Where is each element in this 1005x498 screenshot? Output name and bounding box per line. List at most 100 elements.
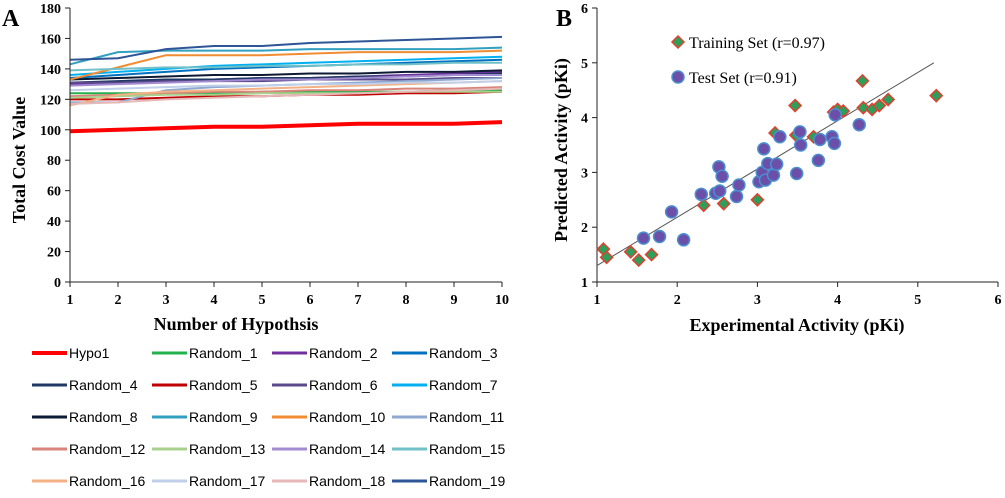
panel-b-y-tick-label: 5 — [581, 57, 588, 72]
point-test-set-r-0-91 — [694, 187, 709, 202]
legend-label-random-8: Random_8 — [69, 409, 138, 425]
legend-label-random-5: Random_5 — [189, 377, 258, 393]
panel-a-x-tick-label: 9 — [451, 293, 458, 308]
point-test-set-r-0-91 — [828, 108, 842, 122]
legend-label-random-12: Random_12 — [69, 441, 145, 457]
panel-a-y-tick-label: 160 — [40, 32, 61, 47]
point-test-set-r-0-91 — [769, 157, 784, 171]
series-line-random-8 — [69, 69, 503, 81]
point-training-set-r-0-97 — [788, 98, 803, 113]
point-training-set-r-0-97 — [644, 247, 659, 262]
legend-label-random-19: Random_19 — [429, 473, 505, 489]
panel-a-y-label: Total Cost Value — [9, 97, 29, 223]
legend-label-random-4: Random_4 — [69, 377, 138, 393]
panel-b-y-label: Predicted Activity (pKi) — [551, 58, 572, 242]
point-test-set-r-0-91 — [793, 138, 808, 152]
panel-a-y-tick-label: 0 — [54, 276, 61, 291]
point-test-set-r-0-91 — [712, 184, 727, 198]
panel-b-x-tick-label: 1 — [594, 293, 601, 308]
panel-b-legend: Training Set (r=0.97) Test Set (r=0.91) — [670, 34, 825, 87]
legend-label-training-set-r-0-97: Training Set (r=0.97) — [689, 35, 825, 52]
panel-a-ticks: 0 20 40 60 80 100 120 140 160 180 1 2 3 4 5 6 7 8 9 10 — [40, 2, 509, 308]
panel-b-label: B — [556, 6, 572, 32]
point-test-set-r-0-91 — [732, 178, 746, 192]
panel-b-x-tick-label: 5 — [914, 293, 921, 308]
legend-label-random-1: Random_1 — [189, 345, 258, 361]
point-test-set-r-0-91 — [773, 130, 787, 144]
panel-b-y-tick-label: 6 — [581, 2, 588, 17]
point-training-set-r-0-97 — [872, 98, 887, 113]
point-test-set-r-0-91 — [811, 153, 826, 168]
point-test-set-r-0-91 — [793, 125, 807, 139]
point-training-set-r-0-97 — [881, 92, 896, 107]
panel-b-ticks: 1 2 3 4 5 6 1 2 3 4 5 6 — [581, 2, 1002, 308]
panel-b-x-tick-label: 4 — [834, 293, 841, 308]
legend-label-random-16: Random_16 — [69, 473, 145, 489]
panel-b-x-tick-label: 3 — [754, 293, 761, 308]
point-training-set-r-0-97 — [716, 196, 731, 211]
panel-b-x-tick-label: 6 — [995, 293, 1002, 308]
series-line-random-17 — [69, 80, 503, 92]
point-test-set-r-0-91 — [729, 189, 744, 204]
legend-label-hypo1: Hypo1 — [69, 345, 110, 361]
point-training-set-r-0-97 — [631, 253, 646, 268]
panel-a-y-tick-label: 120 — [40, 93, 61, 108]
point-training-set-r-0-97 — [696, 198, 711, 213]
panel-b-x-label: Experimental Activity (pKi) — [690, 315, 905, 336]
legend-label-test-set-r-0-91: Test Set (r=0.91) — [689, 70, 797, 87]
panel-a-y-tick-label: 60 — [47, 185, 61, 200]
panel-a-x-tick-label: 1 — [67, 293, 74, 308]
panel-a-x-label: Number of Hypothsis — [154, 314, 319, 334]
legend-label-random-3: Random_3 — [429, 345, 498, 361]
series-line-hypo1 — [69, 120, 503, 134]
panel-a-x-tick-label: 7 — [355, 293, 362, 308]
point-training-set-r-0-97 — [929, 88, 944, 103]
panel-a-y-tick-label: 100 — [40, 124, 61, 139]
legend-label-random-15: Random_15 — [429, 441, 505, 457]
panel-a-x-tick-label: 5 — [259, 293, 266, 308]
series-line-random-10 — [69, 49, 503, 81]
legend-label-random-13: Random_13 — [189, 441, 265, 457]
series-line-random-9 — [69, 46, 503, 66]
point-test-set-r-0-91 — [813, 132, 827, 147]
legend-label-random-6: Random_6 — [309, 377, 378, 393]
legend-label-random-7: Random_7 — [429, 377, 498, 393]
series-line-random-18 — [69, 87, 503, 105]
panel-a-legend: Hypo1 Random_1 Random_2 Random_3 Random_4 Ran… — [32, 345, 505, 489]
panel-a-y-tick-label: 180 — [40, 2, 61, 17]
legend-label-random-2: Random_2 — [309, 345, 378, 361]
panel-a-x-tick-label: 10 — [495, 293, 509, 308]
panel-a-x-tick-label: 6 — [307, 293, 314, 308]
series-line-random-14 — [69, 73, 502, 87]
point-test-set-r-0-91 — [789, 166, 804, 181]
panel-a-x-tick-label: 8 — [403, 293, 410, 308]
legend-label-random-11: Random_11 — [429, 409, 504, 425]
point-test-set-r-0-91 — [715, 169, 729, 183]
panel-b-y-tick-label: 1 — [581, 276, 588, 291]
legend-label-random-14: Random_14 — [309, 441, 385, 457]
point-training-set-r-0-97 — [623, 244, 638, 259]
series-line-random-19 — [69, 35, 503, 61]
legend-label-random-18: Random_18 — [309, 473, 385, 489]
point-test-set-r-0-91 — [664, 205, 679, 219]
point-training-set-r-0-97 — [750, 192, 765, 207]
point-test-set-r-0-91 — [757, 142, 771, 156]
panel-a-label: A — [2, 6, 20, 32]
panel-b-points — [596, 73, 944, 268]
legend-label-random-9: Random_9 — [189, 409, 258, 425]
point-test-set-r-0-91 — [827, 136, 842, 151]
legend-label-random-10: Random_10 — [309, 409, 385, 425]
panel-b-y-tick-label: 4 — [581, 112, 588, 127]
panel-a-x-tick-label: 2 — [115, 293, 122, 308]
point-test-set-r-0-91 — [652, 229, 667, 244]
point-test-set-r-0-91 — [852, 117, 867, 132]
panel-b-x-tick-label: 2 — [674, 293, 681, 308]
panel-a-y-tick-label: 80 — [47, 154, 61, 169]
panel-a-x-tick-label: 3 — [163, 293, 170, 308]
series-line-random-7 — [69, 55, 503, 76]
panel-a-y-tick-label: 40 — [47, 215, 61, 230]
legend-marker-test-set-r-0-91 — [671, 70, 685, 84]
panel-a-y-tick-label: 20 — [47, 246, 61, 261]
point-training-set-r-0-97 — [855, 73, 870, 88]
